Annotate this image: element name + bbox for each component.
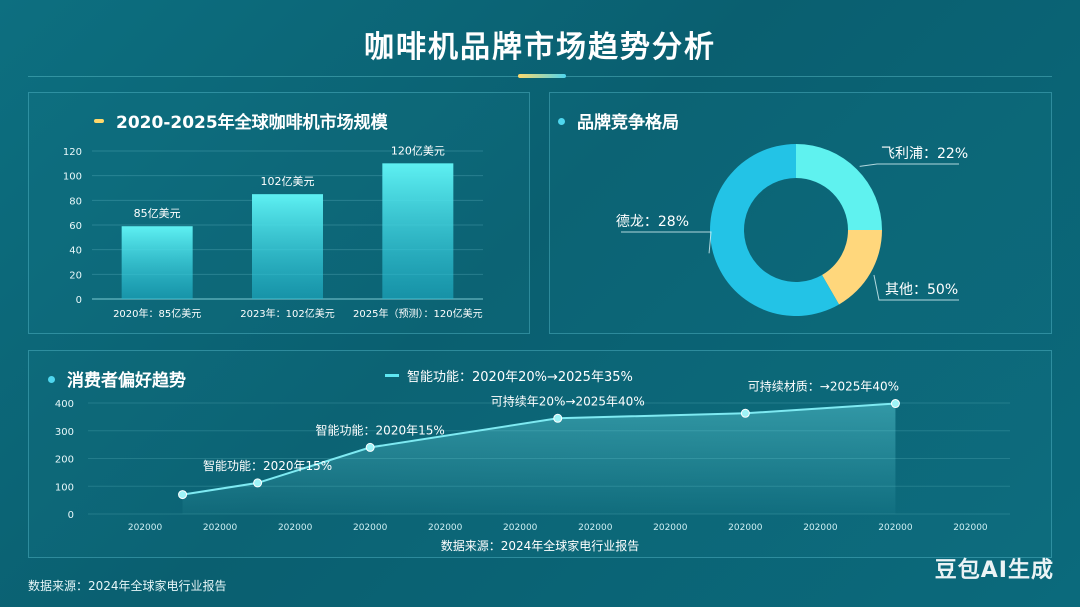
market-size-title-text: 2020-2025年全球咖啡机市场规模 bbox=[116, 113, 388, 133]
y-tick-label: 100 bbox=[55, 482, 74, 493]
consumer-trend-line-chart: 0 100 200 300 400 202000 202000 202000 202000 202… bbox=[55, 379, 1010, 553]
brand-share-donut-chart: 飞利浦：22% 其他：50% 德龙：28% bbox=[616, 144, 968, 316]
y-tick-label: 100 bbox=[63, 172, 82, 183]
x-tick-label: 202000 bbox=[878, 523, 913, 533]
data-point bbox=[553, 413, 563, 423]
donut-slice bbox=[822, 230, 882, 305]
y-tick-label: 20 bbox=[69, 270, 82, 281]
title-marker-icon bbox=[94, 119, 104, 123]
bar-data-label: 120亿美元 bbox=[391, 144, 445, 157]
bar-data-label: 85亿美元 bbox=[134, 207, 181, 220]
market-size-title: 2020-2025年全球咖啡机市场规模 bbox=[94, 108, 388, 133]
title-marker-icon bbox=[48, 375, 55, 383]
data-point bbox=[365, 442, 375, 452]
data-source-footnote: 数据来源：2024年全球家电行业报告 bbox=[28, 579, 227, 593]
area-fill bbox=[182, 403, 896, 514]
x-tick-label: 202000 bbox=[203, 523, 238, 533]
point-annotation: 可持续年20%→2025年40% bbox=[491, 393, 645, 408]
data-point bbox=[890, 399, 900, 409]
x-category-label: 2025年（预测）：120亿美元 bbox=[353, 307, 483, 320]
series-line bbox=[182, 402, 896, 496]
slice-label: 飞利浦：22% bbox=[881, 146, 968, 162]
x-tick-label: 202000 bbox=[353, 523, 388, 533]
x-tick-label: 202000 bbox=[278, 523, 313, 533]
legend-label: 智能功能：2020年20%→2025年35% bbox=[407, 370, 633, 385]
x-tick-label: 202000 bbox=[653, 523, 688, 533]
x-tick-label: 202000 bbox=[803, 523, 838, 533]
bar bbox=[252, 194, 323, 299]
y-tick-label: 80 bbox=[69, 196, 82, 207]
donut-slice bbox=[796, 144, 882, 230]
title-marker-icon bbox=[558, 117, 565, 125]
page-title: 咖啡机品牌市场趋势分析 bbox=[364, 30, 716, 65]
bar bbox=[382, 163, 454, 299]
x-category-label: 2020年：85亿美元 bbox=[113, 307, 201, 320]
leader-line bbox=[873, 274, 959, 301]
brand-share-title: 品牌竞争格局 bbox=[558, 108, 679, 133]
leader-line bbox=[859, 163, 959, 167]
y-tick-label: 0 bbox=[68, 510, 74, 521]
data-point bbox=[178, 490, 188, 500]
ai-watermark: 豆包AI生成 bbox=[934, 558, 1054, 583]
data-point bbox=[740, 408, 750, 418]
y-tick-label: 40 bbox=[69, 246, 82, 257]
x-tick-label: 202000 bbox=[728, 523, 763, 533]
x-tick-label: 202000 bbox=[128, 523, 163, 533]
y-tick-label: 400 bbox=[55, 399, 74, 410]
x-tick-label: 202000 bbox=[953, 523, 988, 533]
x-category-label: 2023年：102亿美元 bbox=[240, 307, 335, 320]
point-annotation: 智能功能：2020年15% bbox=[316, 422, 445, 437]
slice-label: 德龙：28% bbox=[616, 214, 689, 230]
y-tick-label: 60 bbox=[69, 221, 82, 232]
title-accent-bar bbox=[518, 74, 566, 78]
consumer-trend-title-text: 消费者偏好趋势 bbox=[67, 371, 186, 391]
y-tick-label: 0 bbox=[76, 295, 82, 306]
x-tick-label: 202000 bbox=[503, 523, 538, 533]
bar bbox=[121, 226, 193, 299]
market-size-bar-chart: 0 20 40 60 80 100 120 85亿美元 2020年：85亿美元 102亿美元 202… bbox=[63, 144, 483, 320]
y-tick-label: 120 bbox=[63, 147, 82, 158]
consumer-trend-title: 消费者偏好趋势 bbox=[48, 366, 186, 391]
line-legend-item: 智能功能：2020年20%→2025年35% bbox=[385, 366, 633, 385]
x-tick-label: 202000 bbox=[578, 523, 613, 533]
legend-swatch-icon bbox=[385, 374, 399, 377]
bar-data-label: 102亿美元 bbox=[261, 175, 315, 188]
point-annotation: 智能功能：2020年15% bbox=[203, 458, 332, 473]
leader-line bbox=[621, 231, 712, 254]
brand-share-title-text: 品牌竞争格局 bbox=[577, 113, 679, 133]
y-tick-label: 200 bbox=[55, 455, 74, 466]
x-tick-label: 202000 bbox=[428, 523, 463, 533]
x-axis-caption: 数据来源：2024年全球家电行业报告 bbox=[441, 538, 640, 553]
y-tick-label: 300 bbox=[55, 427, 74, 438]
slice-label: 其他：50% bbox=[885, 282, 958, 298]
donut-slice bbox=[710, 144, 839, 316]
point-annotation: 可持续材质：→2025年40% bbox=[748, 379, 899, 394]
data-point bbox=[253, 478, 263, 488]
